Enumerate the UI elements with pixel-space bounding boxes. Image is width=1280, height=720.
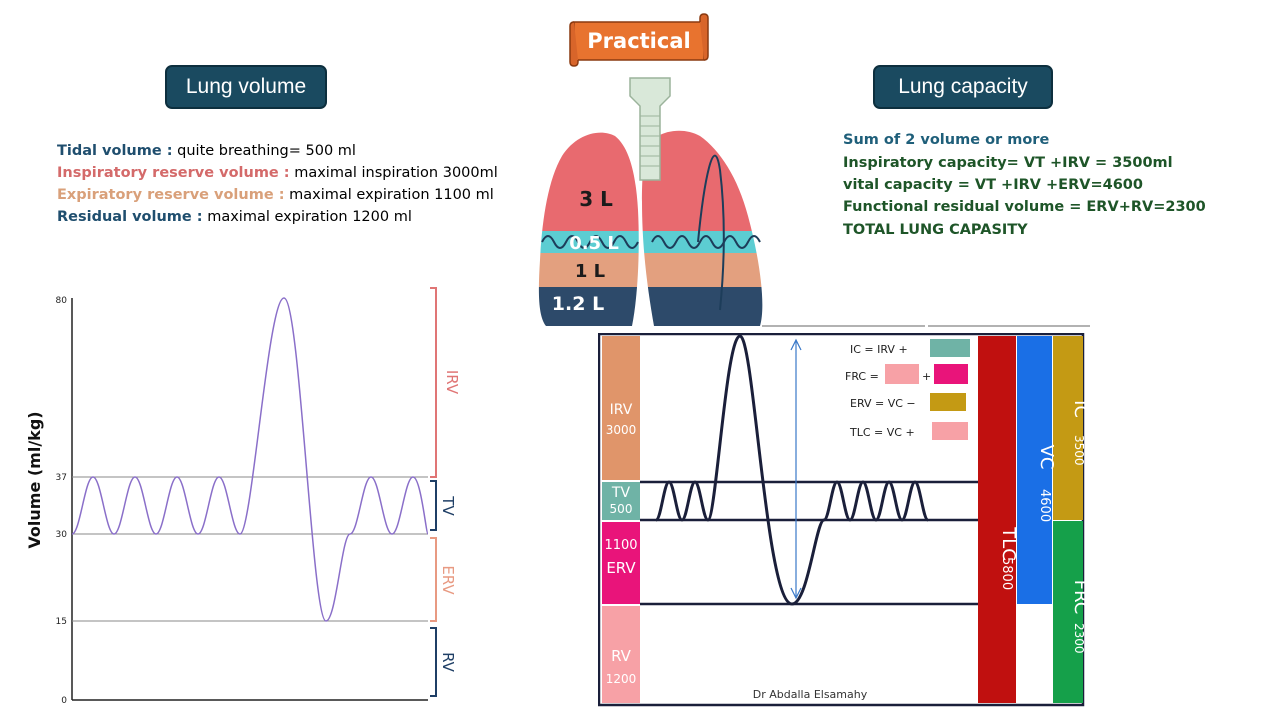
y-tick-label: 15 <box>56 617 67 627</box>
definition-term: Inspiratory reserve volume : <box>57 165 290 181</box>
decorative-lines <box>762 325 1090 327</box>
legend-text: ERV = VC − <box>850 397 916 410</box>
block-value: 3000 <box>606 423 637 437</box>
bar-vc <box>1017 336 1052 604</box>
lung-capacity-diagram: IRV 3000 TV 500 1100 ERV RV 1200 IC = IR… <box>598 333 1088 707</box>
legend-text: FRC = <box>845 370 879 383</box>
banner-label: Practical <box>587 29 690 53</box>
lung-label-1-2l: 1.2 L <box>552 293 604 315</box>
capacity-line-sum: Sum of 2 volume or more <box>843 132 1050 148</box>
bar-frc <box>1053 521 1083 703</box>
y-tick-label: 30 <box>56 530 68 540</box>
bar-label-frc: FRC <box>1070 580 1088 615</box>
legend-swatch <box>932 422 968 440</box>
bracket-irv <box>430 287 437 478</box>
credit-text: Dr Abdalla Elsamahy <box>753 688 868 701</box>
bar-value-frc: 2300 <box>1072 623 1086 654</box>
block-value: 1200 <box>606 672 637 686</box>
y-tick-label: 0 <box>61 696 67 706</box>
capacity-line-tlc: TOTAL LUNG CAPASITY <box>843 222 1028 238</box>
block-label: RV <box>611 647 632 665</box>
y-tick-label: 37 <box>56 473 67 483</box>
lung-label-3l: 3 L <box>579 187 613 211</box>
bracket-label-irv: IRV <box>443 370 461 395</box>
block-tv <box>602 482 640 520</box>
bar-ic <box>1053 336 1083 520</box>
block-irv <box>602 336 640 480</box>
bracket-label-rv: RV <box>439 652 457 673</box>
bracket-rv <box>430 627 437 697</box>
lung-illustration: 3 L 0.5 L 1 L 1.2 L <box>538 77 763 327</box>
capacity-line-vc: vital capacity = VT +IRV +ERV=4600 <box>843 177 1143 193</box>
lung-label-0-5l: 0.5 L <box>569 233 619 254</box>
definition-desc: quite breathing= 500 ml <box>172 143 356 159</box>
legend-text: TLC = VC + <box>849 426 915 439</box>
definition-tidal-volume: Tidal volume : quite breathing= 500 ml <box>57 143 356 159</box>
legend-swatch <box>930 339 970 357</box>
y-tick-label: 80 <box>56 296 68 306</box>
definition-desc: maximal inspiration 3000ml <box>289 165 498 181</box>
block-label: IRV <box>610 402 633 418</box>
bar-tlc <box>978 336 1016 703</box>
capacity-line-ic: Inspiratory capacity= VT +IRV = 3500ml <box>843 155 1173 171</box>
legend-text: IC = IRV + <box>850 343 908 356</box>
block-label: ERV <box>606 559 636 577</box>
block-erv <box>602 522 640 604</box>
legend-swatch <box>930 393 966 411</box>
definition-erv: Expiratory reserve volume : maximal expi… <box>57 187 494 203</box>
bracket-tv <box>430 480 437 531</box>
block-label: TV <box>611 485 631 501</box>
bracket-erv <box>430 537 437 622</box>
bracket-label-erv: ERV <box>439 565 457 595</box>
bar-value-vc: 4600 <box>1037 489 1052 522</box>
legend-swatch <box>934 364 968 384</box>
definition-desc: maximal expiration 1100 ml <box>284 187 494 203</box>
bracket-label-tv: TV <box>439 495 457 516</box>
legend-text: + <box>922 370 931 383</box>
bar-label-vc: VC <box>1036 445 1057 470</box>
definition-desc: maximal expiration 1200 ml <box>202 209 412 225</box>
definition-irv: Inspiratory reserve volume : maximal ins… <box>57 165 498 181</box>
spirogram-trace <box>71 297 429 622</box>
lung-volume-heading: Lung volume <box>165 65 327 109</box>
block-rv <box>602 606 640 703</box>
bar-label-tlc: TLC <box>998 526 1019 561</box>
block-value: 500 <box>610 502 633 516</box>
block-value: 1100 <box>604 538 637 553</box>
practical-banner: Practical <box>569 13 709 67</box>
capacity-line-frc: Functional residual volume = ERV+RV=2300 <box>843 199 1206 215</box>
definition-term: Residual volume : <box>57 209 203 225</box>
bar-value-tlc: 5800 <box>999 557 1014 590</box>
legend-swatch <box>885 364 919 384</box>
bar-label-ic: IC <box>1070 400 1088 418</box>
lung-label-1l: 1 L <box>575 261 605 282</box>
lung-capacity-heading: Lung capacity <box>873 65 1053 109</box>
definition-residual-volume: Residual volume : maximal expiration 120… <box>57 209 412 225</box>
chart-y-axis-label: Volume (ml/kg) <box>25 411 44 548</box>
bar-value-ic: 3500 <box>1072 435 1086 466</box>
lung-volume-chart: Volume (ml/kg) 80 37 30 15 0 IRV TV ERV … <box>25 287 461 706</box>
definition-term: Expiratory reserve volume : <box>57 187 285 203</box>
capacity-trace <box>654 334 930 606</box>
definition-term: Tidal volume : <box>57 143 173 159</box>
